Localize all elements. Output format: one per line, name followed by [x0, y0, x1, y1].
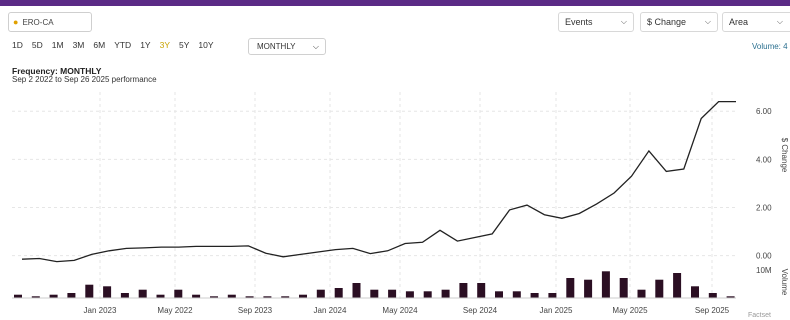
y-tick-label: 2.00	[756, 203, 772, 212]
frequency-select[interactable]: MONTHLY ⌵	[248, 38, 326, 55]
ticker-dot-icon: ●	[13, 17, 19, 27]
range-selector: 1D 5D 1M 3M 6M YTD 1Y 3Y 5Y 10Y	[12, 40, 223, 54]
volume-bar	[174, 289, 183, 298]
volume-bar	[103, 286, 112, 298]
volume-bar	[227, 294, 236, 298]
change-select[interactable]: $ Change ⌵	[640, 12, 718, 32]
volume-bar	[548, 293, 557, 298]
volume-tick-label: 10M	[756, 266, 772, 275]
volume-bar	[85, 284, 94, 298]
y-tick-label: 4.00	[756, 155, 772, 164]
chart-type-select[interactable]: Area ⌵	[722, 12, 790, 32]
range-button-1d[interactable]: 1D	[12, 40, 23, 50]
frequency-subtitle: Sep 2 2022 to Sep 26 2025 performance	[12, 75, 157, 84]
x-tick-label: Jan 2024	[314, 306, 347, 315]
range-button-ytd[interactable]: YTD	[114, 40, 132, 50]
volume-bar	[601, 271, 610, 298]
range-button-6m[interactable]: 6M	[93, 40, 106, 50]
volume-bar	[619, 278, 628, 298]
events-label: Events	[565, 17, 593, 27]
x-tick-label: Jan 2025	[540, 306, 573, 315]
x-tick-label: Sep 2023	[238, 306, 273, 315]
volume-bar	[281, 296, 290, 298]
events-select[interactable]: Events ⌵	[558, 12, 634, 32]
volume-bar	[49, 294, 58, 298]
chevron-down-icon: ⌵	[704, 17, 711, 26]
volume-bar	[299, 294, 307, 298]
y-tick-label: 0.00	[756, 252, 772, 261]
volume-bar	[530, 293, 539, 298]
volume-bar	[120, 293, 129, 298]
volume-bar	[192, 294, 201, 298]
volume-bar	[637, 289, 646, 298]
x-tick-label: May 2024	[382, 306, 418, 315]
chart-type-label: Area	[729, 17, 749, 27]
volume-bar	[655, 279, 664, 298]
volume-bar	[459, 283, 468, 298]
volume-bar	[210, 296, 218, 298]
volume-bar	[352, 283, 361, 298]
volume-bar	[691, 286, 699, 298]
change-label: $ Change	[647, 17, 687, 27]
volume-bar	[584, 279, 593, 298]
chevron-down-icon: ⌵	[620, 17, 627, 26]
volume-bar	[423, 291, 432, 298]
accent-bar	[0, 0, 790, 6]
volume-bar	[405, 291, 414, 298]
y-tick-label: 6.00	[756, 107, 772, 116]
x-tick-label: May 2025	[612, 306, 648, 315]
x-tick-label: Sep 2025	[695, 306, 730, 315]
x-tick-label: Jan 2023	[84, 306, 117, 315]
y-axis-label: $ Change	[780, 138, 789, 173]
range-button-3m[interactable]: 3M	[72, 40, 85, 50]
volume-bar	[138, 289, 147, 298]
range-button-5d[interactable]: 5D	[31, 40, 43, 50]
volume-readout: Volume: 4	[752, 42, 788, 51]
volume-bar	[370, 289, 379, 298]
volume-bar	[512, 291, 521, 298]
range-button-10y[interactable]: 10Y	[198, 40, 214, 50]
ticker-chip[interactable]: ● ERO-CA	[8, 12, 92, 32]
volume-bar	[245, 296, 254, 298]
volume-bar	[14, 294, 22, 298]
range-button-3y[interactable]: 3Y	[159, 40, 170, 50]
volume-bar	[477, 283, 486, 298]
x-tick-label: May 2022	[157, 306, 193, 315]
volume-bar	[156, 294, 165, 298]
volume-bar	[316, 289, 325, 298]
volume-bar	[495, 291, 503, 298]
volume-bar	[673, 273, 682, 298]
volume-bar	[566, 278, 575, 298]
frequency-title: Frequency: MONTHLY	[12, 66, 102, 76]
volume-bar	[441, 289, 450, 298]
volume-bar	[334, 288, 343, 298]
range-button-5y[interactable]: 5Y	[179, 40, 190, 50]
x-tick-label: Sep 2024	[463, 306, 498, 315]
volume-bar	[31, 296, 40, 298]
volume-axis-label: Volume	[780, 269, 789, 296]
volume-bar	[263, 296, 272, 298]
volume-bar	[388, 289, 397, 298]
series-line	[21, 100, 736, 263]
range-button-1y[interactable]: 1Y	[140, 40, 151, 50]
volume-bar	[708, 293, 717, 298]
footer-source: Factset	[748, 312, 771, 319]
frequency-select-label: MONTHLY	[257, 42, 296, 51]
chevron-down-icon: ⌵	[776, 17, 783, 26]
range-button-1m[interactable]: 1M	[51, 40, 64, 50]
ticker-label: ERO-CA	[22, 18, 54, 27]
volume-bar	[726, 296, 735, 298]
volume-bar	[67, 293, 76, 298]
chevron-down-icon: ⌵	[312, 42, 319, 51]
